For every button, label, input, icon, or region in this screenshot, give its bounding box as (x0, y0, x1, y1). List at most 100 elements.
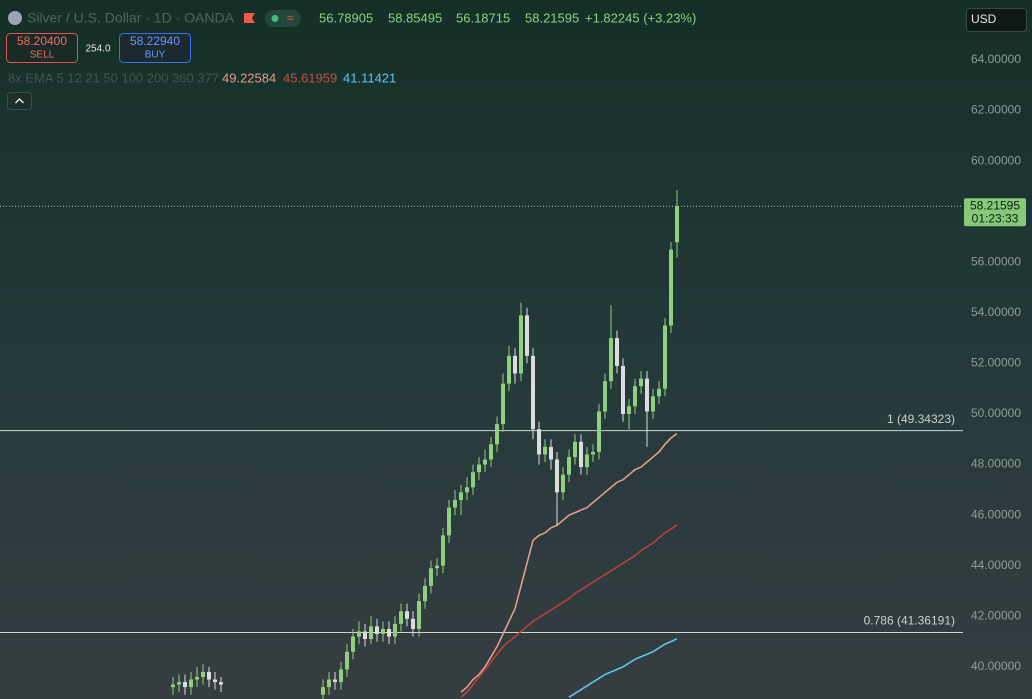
candle-body (465, 487, 469, 493)
y-tick-label: 62.00000 (971, 103, 1021, 117)
candle-body (657, 388, 661, 397)
candle-body (615, 338, 619, 366)
ema-line (460, 432, 678, 693)
candle-body (441, 535, 445, 566)
symbol-icon[interactable] (8, 11, 22, 25)
candle-body (627, 406, 631, 414)
candle-body (579, 441, 583, 468)
status-wave: ≈ (287, 11, 294, 25)
candle-body (543, 446, 547, 455)
candle-body (183, 682, 187, 688)
candle-body (381, 628, 385, 635)
candle-body (573, 441, 577, 457)
candle-body (519, 315, 523, 374)
candle-body (531, 355, 535, 430)
collapse-icon (14, 97, 25, 104)
candle-body (477, 464, 481, 473)
candle-body (525, 315, 529, 356)
candle-body (411, 618, 415, 629)
fib-label: 0.786 (41.36191) (864, 614, 955, 628)
y-tick-label: 42.00000 (971, 608, 1021, 622)
candle-body (567, 456, 571, 475)
ema-value: 49.22584 (222, 70, 276, 85)
candle-body (597, 411, 601, 452)
candle-body (195, 676, 199, 680)
close-value: 58.21595 (525, 10, 579, 25)
candle-body (471, 472, 475, 488)
currency: USD (971, 12, 997, 26)
low-value: 56.18715 (456, 10, 510, 25)
candle-body (669, 249, 673, 326)
plot-area: 40.00000 42.00000 44.00000 46.00000 48.00000… (0, 52, 1026, 699)
flag-icon[interactable] (244, 13, 255, 23)
symbol-title[interactable]: Silver / U.S. Dollar · 1D · OANDA (27, 10, 235, 26)
sell-price: 58.20400 (17, 34, 67, 48)
candle-body (459, 492, 463, 500)
candle-body (339, 669, 343, 683)
sell-button[interactable] (6, 33, 78, 63)
candle-body (675, 206, 679, 243)
ema-line (460, 524, 678, 698)
candle-body (621, 365, 625, 414)
ema-value: 41.11421 (343, 70, 396, 85)
candle-body (561, 474, 565, 493)
candle-body (357, 631, 361, 637)
candle-body (429, 568, 433, 586)
candle-body (609, 338, 613, 382)
header: Silver / U.S. Dollar · 1D · OANDA ≈ 56.7… (6, 8, 1027, 110)
buy-button[interactable] (119, 33, 191, 63)
candle-body (555, 459, 559, 493)
candle-body (321, 687, 325, 695)
fib-label: 1 (49.34323) (887, 412, 955, 426)
candle-body (645, 378, 649, 412)
candle-body (639, 378, 643, 387)
candle-body (417, 601, 421, 629)
candle-body (447, 507, 451, 536)
currency-button[interactable] (966, 8, 1027, 32)
y-tick-label: 54.00000 (971, 305, 1021, 319)
candle-body (333, 679, 337, 683)
y-tick-label: 40.00000 (971, 659, 1021, 673)
candle-body (219, 682, 223, 685)
y-tick-label: 46.00000 (971, 507, 1021, 521)
y-tick-label: 44.00000 (971, 558, 1021, 572)
candle-body (369, 626, 373, 640)
last-price-box (964, 198, 1026, 227)
candle-body (549, 446, 553, 460)
candle-body (501, 383, 505, 425)
high-value: 58.85495 (388, 10, 442, 25)
y-tick-label: 56.00000 (971, 254, 1021, 268)
candle-body (435, 565, 439, 569)
candle-body (201, 671, 205, 677)
candle-body (213, 679, 217, 683)
candle-body (453, 499, 457, 508)
candle-body (483, 459, 487, 465)
collapse-button[interactable] (7, 92, 32, 110)
sell-label: SELL (30, 50, 55, 61)
ema-value: 45.61959 (283, 70, 337, 85)
change-value: +1.82245 (+3.23%) (585, 10, 696, 25)
candle-body (423, 585, 427, 602)
candle-body (207, 671, 211, 680)
candle-body (363, 631, 367, 640)
y-tick-label: 60.00000 (971, 153, 1021, 167)
status-dot (271, 15, 279, 22)
y-tick-label: 52.00000 (971, 356, 1021, 370)
open-value: 56.78905 (319, 10, 373, 25)
spread: 254.0 (85, 44, 110, 55)
candle-body (177, 682, 181, 685)
countdown: 01:23:33 (972, 211, 1019, 225)
candle-body (513, 355, 517, 374)
candle-body (507, 355, 511, 384)
last-price-label: 58.21595 (970, 198, 1020, 212)
candle-body (345, 651, 349, 670)
ema-line (568, 637, 678, 698)
status-pill[interactable] (265, 10, 301, 27)
candle-body (189, 679, 193, 688)
candle-body (633, 386, 637, 407)
indicator-name[interactable]: 8x EMA 5 12 21 50 100 200 360 377 (8, 70, 219, 85)
candle-body (585, 454, 589, 468)
